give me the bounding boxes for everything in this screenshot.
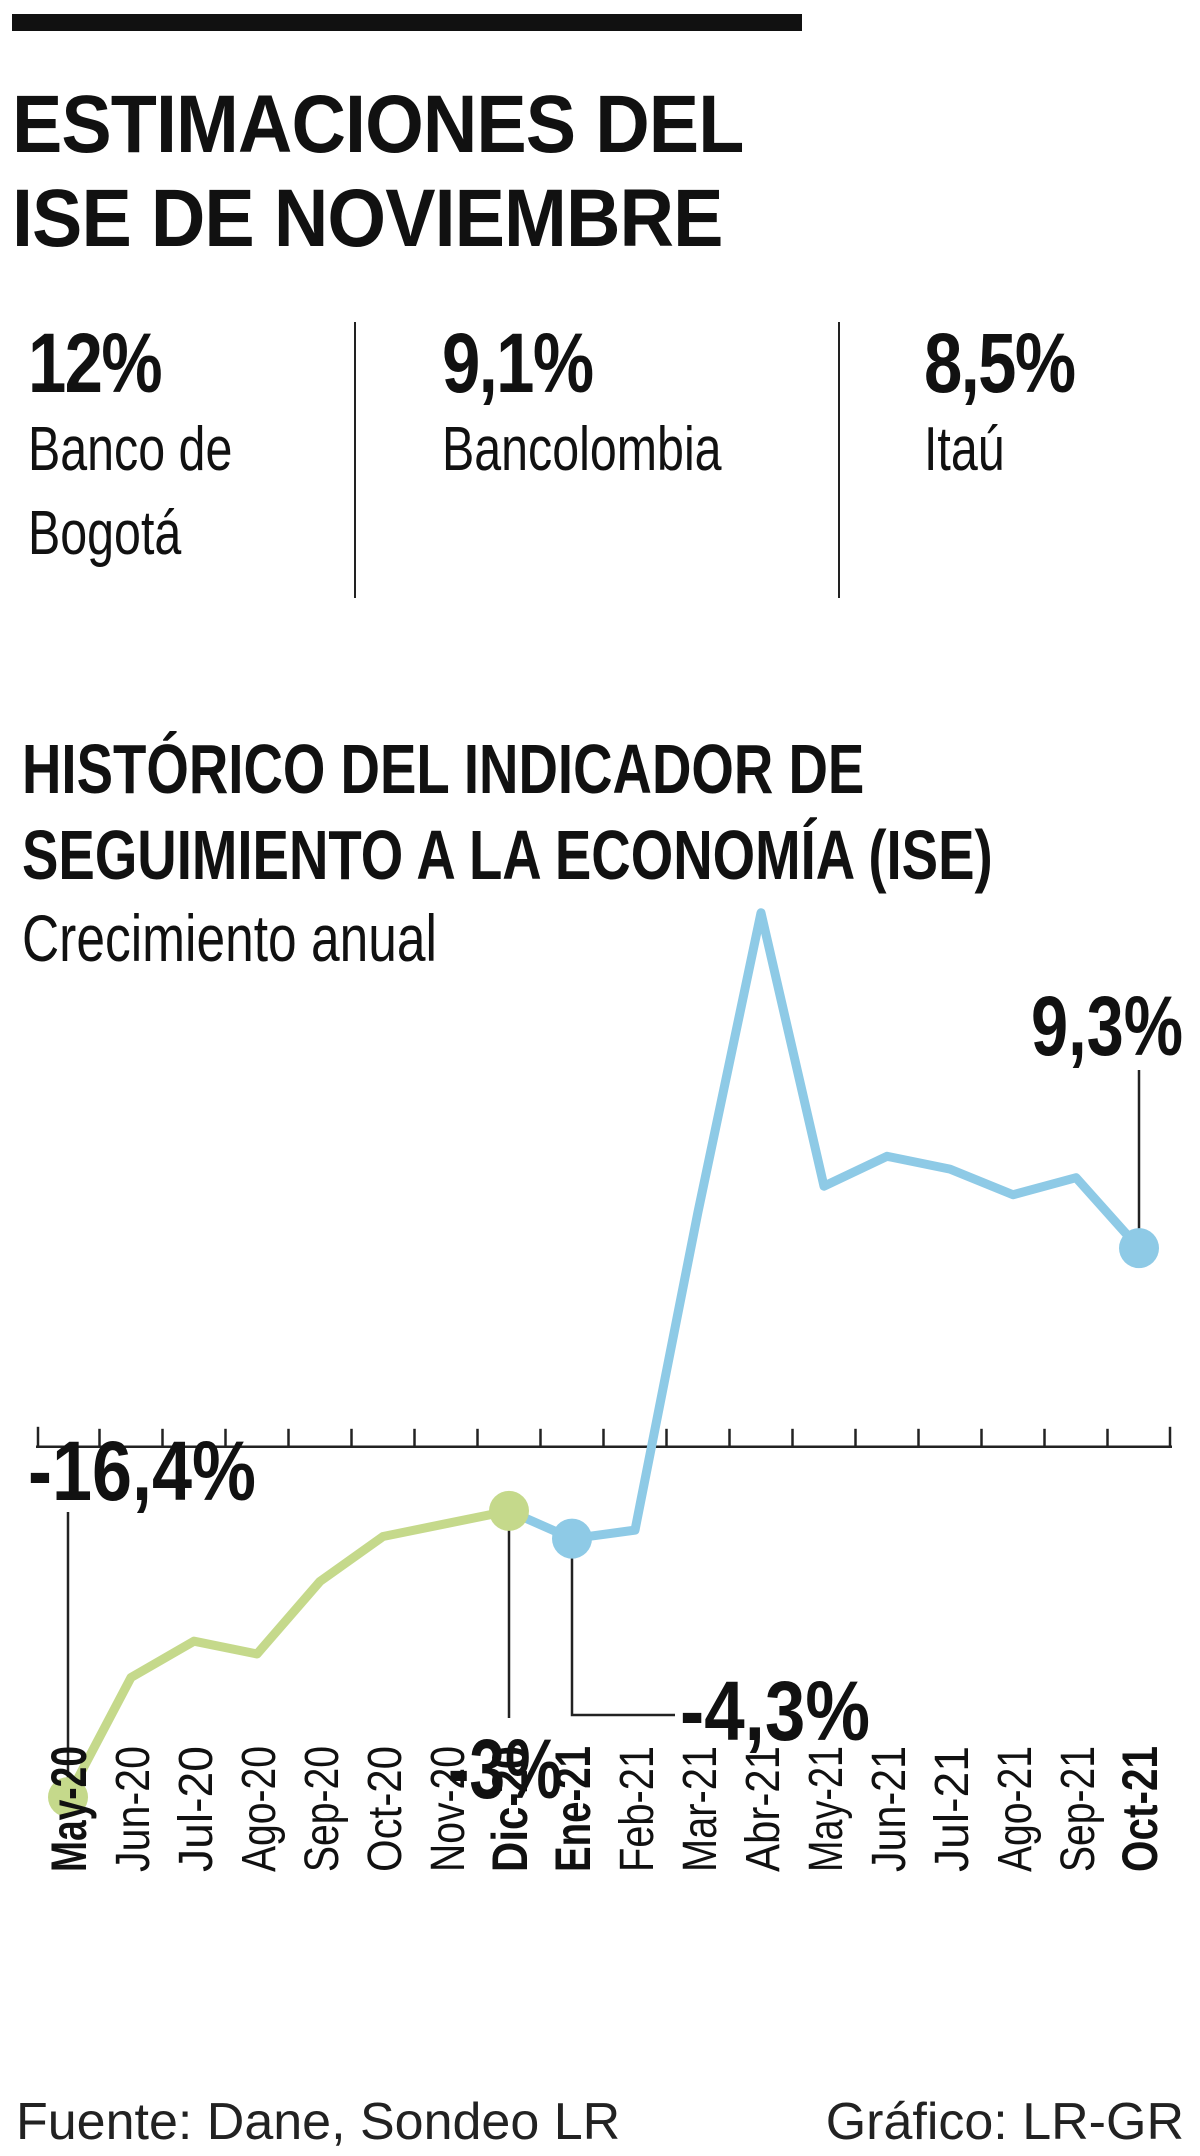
x-tick-label: Sep-21 [1052, 1746, 1105, 1872]
x-tick-label: Ene-21 [545, 1746, 601, 1872]
data-label: -3% [448, 1722, 562, 1816]
page-title-line-1: ESTIMACIONES DEL [12, 79, 744, 170]
estimate-itau: 8,5% Itaú [924, 318, 1200, 492]
estimate-value: 12% [28, 316, 163, 410]
x-tick-label: Abr-21 [737, 1746, 790, 1872]
source-note: Fuente: Dane, Sondeo LR [16, 2093, 621, 2151]
data-point-marker [48, 1777, 88, 1818]
chart-title-line-1: HISTÓRICO DEL INDICADOR DE [22, 730, 865, 808]
estimate-divider [354, 322, 356, 598]
estimate-bancolombia: 9,1% Bancolombia [442, 318, 762, 492]
graphic-credit: Gráfico: LR-GR [825, 2093, 1184, 2151]
x-tick-label: May-21 [800, 1746, 853, 1872]
chart-title-line-2: SEGUIMIENTO A LA ECONOMÍA (ISE) [22, 816, 993, 894]
x-tick-label: Oct-20 [359, 1746, 412, 1872]
estimate-label: Itaú [924, 415, 1005, 484]
page-title-line-2: ISE DE NOVIEMBRE [12, 173, 723, 264]
top-accent-bar [12, 14, 802, 31]
x-tick-label: Ago-20 [233, 1746, 286, 1872]
estimate-value: 8,5% [924, 316, 1076, 410]
x-tick-label: Mar-21 [674, 1746, 727, 1872]
x-tick-label: Jun-20 [107, 1746, 160, 1872]
estimate-label: Bancolombia [442, 415, 722, 484]
x-tick-label: Jul-20 [170, 1746, 223, 1872]
data-label: -16,4% [28, 1424, 256, 1518]
estimate-banco-de-bogota: 12% Banco de Bogotá [28, 318, 348, 576]
estimate-divider [838, 322, 840, 598]
chart-title: HISTÓRICO DEL INDICADOR DE SEGUIMIENTO A… [22, 726, 993, 898]
x-tick-label: Feb-21 [611, 1746, 664, 1872]
x-tick-label: Jun-21 [863, 1746, 916, 1872]
data-point-marker [552, 1518, 592, 1559]
x-tick-label: Jul-21 [926, 1746, 979, 1872]
chart-subtitle: Crecimiento anual [22, 901, 437, 975]
x-tick-label: Sep-20 [296, 1746, 349, 1872]
data-point-marker [1119, 1228, 1159, 1269]
x-tick-label: Nov-20 [422, 1746, 475, 1872]
x-tick-label: Dic-20 [482, 1746, 538, 1872]
page-title: ESTIMACIONES DEL ISE DE NOVIEMBRE [12, 78, 744, 266]
x-tick-label: Ago-21 [989, 1746, 1042, 1872]
data-point-marker [489, 1490, 529, 1531]
x-tick-label: Oct-21 [1112, 1746, 1168, 1872]
annotation-leader-line [570, 1538, 675, 1717]
series-line-2020 [63, 1506, 514, 1802]
data-label: -4,3% [680, 1664, 870, 1758]
estimate-label: Banco de Bogotá [28, 415, 233, 568]
data-label: 9,3% [1031, 979, 1183, 1073]
estimate-value: 9,1% [442, 316, 594, 410]
x-tick-label: May-20 [41, 1746, 97, 1872]
series-line-2021 [504, 908, 1144, 1544]
